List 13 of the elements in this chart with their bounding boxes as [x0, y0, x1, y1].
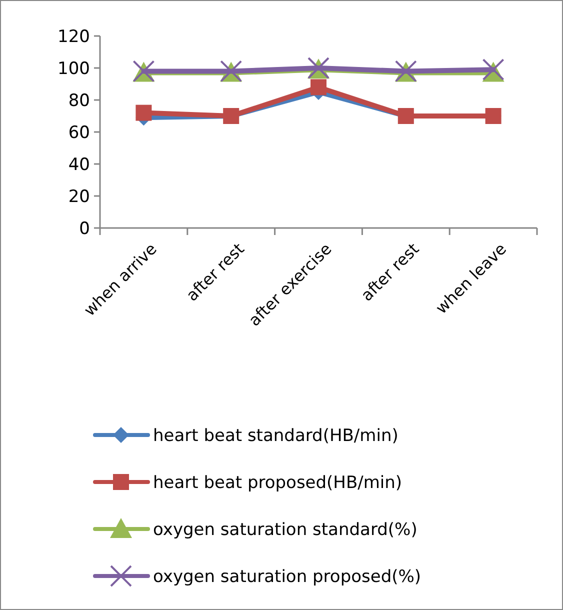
y-tick-label: 0	[79, 218, 90, 239]
point	[310, 79, 326, 96]
y-tick-label: 40	[68, 154, 90, 175]
point	[136, 104, 152, 121]
y-tick-label: 60	[68, 122, 90, 143]
y-tick-label: 100	[58, 58, 90, 79]
y-tick-label: 80	[68, 90, 90, 111]
legend-label: oxygen saturation standard(%)	[153, 520, 418, 540]
y-tick-label: 20	[68, 186, 90, 207]
legend-label: heart beat proposed(HB/min)	[153, 472, 402, 493]
y-tick-label: 120	[58, 26, 90, 47]
legend-label: heart beat standard(HB/min)	[153, 426, 398, 446]
legend-label: oxygen saturation proposed(%)	[153, 566, 422, 587]
